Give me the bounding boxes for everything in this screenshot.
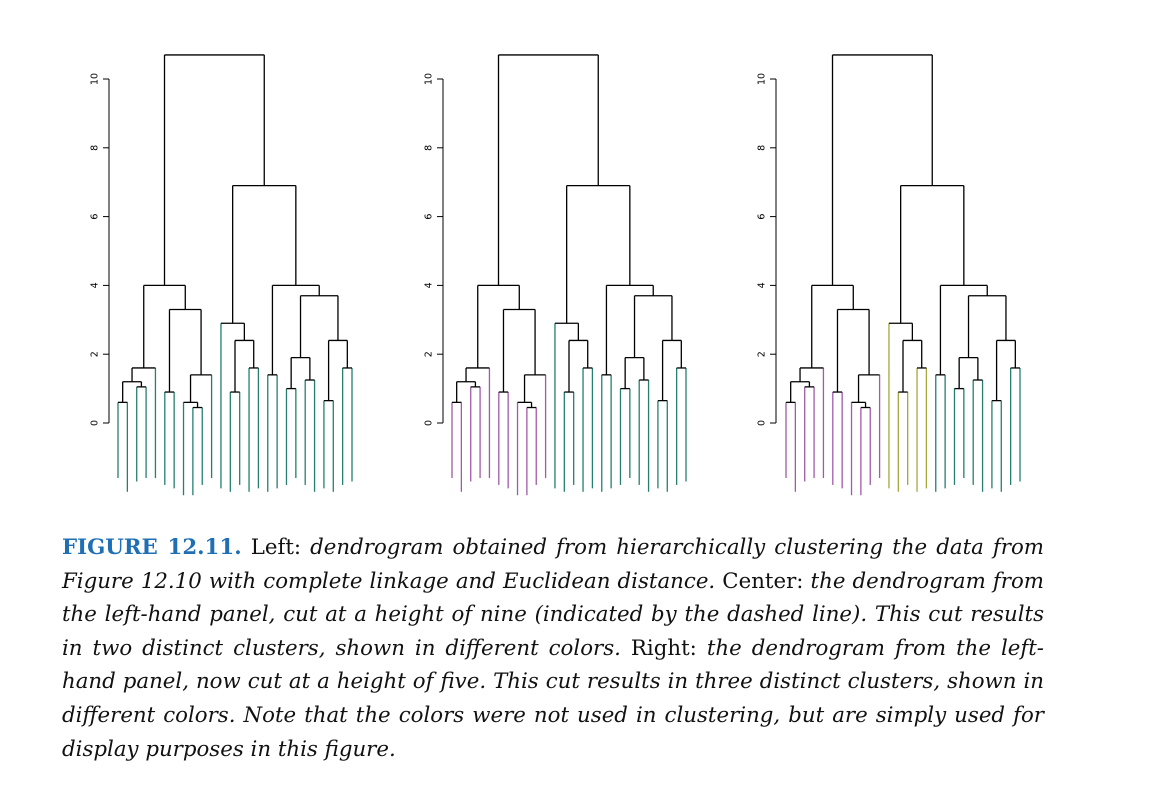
y-tick-label: 4 [90,282,101,288]
dendrogram-panel-left: 0 2 4 6 8 10 [90,54,353,496]
figure-caption: FIGURE 12.11. Left: dendrogram obtained … [62,531,1044,766]
y-tick-label: 10 [424,73,435,85]
caption-center-label: Center: [715,568,811,594]
y-tick-label: 0 [424,420,435,426]
dendrogram-panel-center: 0 2 4 6 8 10 [424,54,687,496]
caption-right-text: the dendrogram from the left-hand panel,… [62,635,1044,762]
caption-left-text: dendrogram obtained from hierarchically … [62,535,1044,594]
dendrogram-panel-right: 0 2 4 6 8 10 [757,54,1021,496]
y-tick-label: 10 [757,73,768,85]
caption-center-text: the dendrogram from the left-hand panel,… [62,568,1044,661]
y-tick-label: 6 [757,214,768,220]
y-tick-label: 10 [90,73,101,85]
caption-right-label: Right: [620,635,707,661]
dendrogram-figure: 0 2 4 6 8 10 0 2 4 6 8 10 0 2 4 6 8 10 [90,54,1021,496]
y-tick-label: 2 [757,351,768,357]
figure-label: FIGURE 12.11. [62,535,242,560]
y-tick-label: 6 [90,214,101,220]
caption-left-label: Left: [241,535,311,560]
y-tick-label: 8 [90,145,101,151]
y-tick-label: 4 [424,282,435,288]
y-tick-label: 8 [757,145,768,151]
y-tick-label: 6 [424,214,435,220]
y-tick-label: 2 [90,351,101,357]
y-tick-label: 2 [424,351,435,357]
y-tick-label: 0 [90,420,101,426]
y-tick-label: 8 [424,145,435,151]
y-tick-label: 0 [757,420,768,426]
y-tick-label: 4 [757,282,768,288]
